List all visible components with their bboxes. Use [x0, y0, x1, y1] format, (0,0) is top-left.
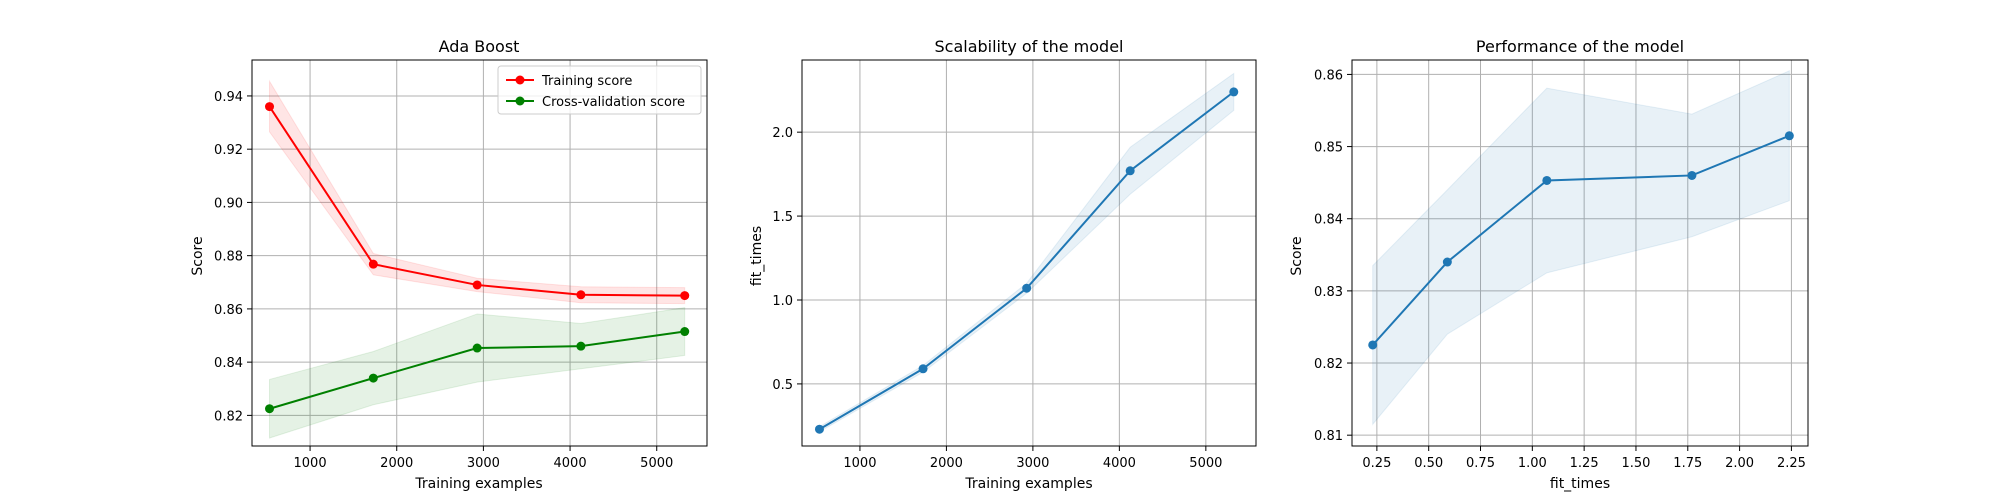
y-tick-label: 0.90: [214, 196, 243, 211]
panel-title: Performance of the model: [1476, 37, 1684, 56]
x-tick-label: 1.50: [1621, 456, 1650, 471]
grid: [252, 60, 707, 446]
x-tick-label: 2000: [380, 456, 413, 471]
std-band: [269, 79, 686, 305]
y-tick-label: 0.85: [1314, 141, 1343, 156]
data-point: [1368, 340, 1378, 350]
x-tick-label: 5000: [1189, 456, 1222, 471]
legend-marker: [515, 75, 525, 85]
x-tick-label: 1000: [294, 456, 327, 471]
y-tick-label: 0.5: [772, 378, 793, 393]
legend-label: Cross-validation score: [542, 95, 685, 110]
data-point: [680, 291, 690, 301]
data-point: [576, 341, 586, 351]
std-band: [269, 306, 686, 439]
y-tick-label: 0.83: [1314, 285, 1343, 300]
x-tick-label: 1.00: [1518, 456, 1547, 471]
y-tick-label: 0.84: [1314, 213, 1343, 228]
data-point: [918, 364, 928, 374]
series-training-score: [265, 79, 690, 305]
series-fit-times: [1368, 70, 1794, 426]
y-axis-label: Score: [1289, 236, 1305, 275]
y-tick-label: 2.0: [772, 126, 793, 141]
x-tick-label: 2.00: [1725, 456, 1754, 471]
x-tick-label: 4000: [554, 456, 587, 471]
series-cross-validation-score: [265, 306, 690, 439]
grid: [1352, 60, 1808, 446]
x-tick-label: 0.25: [1362, 456, 1391, 471]
y-tick-label: 0.81: [1314, 429, 1343, 444]
y-tick-label: 1.5: [772, 210, 793, 225]
data-point: [472, 343, 482, 353]
x-tick-label: 2.25: [1777, 456, 1806, 471]
data-point: [265, 102, 275, 112]
data-point: [680, 327, 690, 337]
data-point: [368, 259, 378, 269]
x-tick-label: 5000: [640, 456, 673, 471]
y-tick-label: 0.82: [1314, 357, 1343, 372]
data-point: [814, 424, 824, 434]
y-axis-label: Score: [190, 236, 206, 275]
y-axis-label: fit_times: [749, 226, 765, 286]
y-tick-label: 0.92: [214, 143, 243, 158]
legend-marker: [515, 96, 525, 106]
y-tick-label: 0.86: [1314, 68, 1343, 83]
data-point: [472, 280, 482, 290]
x-axis: 1000 2000 3000 4000 5000: [843, 446, 1222, 471]
x-tick-label: 0.75: [1466, 456, 1495, 471]
legend: Training score Cross-validation score: [497, 65, 702, 115]
plot-frame: [801, 59, 1257, 447]
x-axis: 0.25 0.50 0.75 1.00 1.25 1.50 1.75 2.00 2.25: [1362, 446, 1806, 471]
series-fit-times: [814, 72, 1239, 434]
data-point: [1784, 131, 1794, 141]
x-axis: 1000 2000 3000 4000 5000: [294, 446, 673, 471]
x-axis-label: Training examples: [414, 476, 542, 492]
plot-frame: [251, 59, 708, 447]
x-tick-label: 3000: [1016, 456, 1049, 471]
y-axis: 0.5 1.0 1.5 2.0: [772, 126, 802, 393]
std-band: [1372, 70, 1790, 426]
data-point: [1687, 170, 1697, 180]
x-tick-label: 3000: [467, 456, 500, 471]
data-point: [1022, 283, 1032, 293]
x-axis-label: fit_times: [1550, 476, 1610, 492]
plot-frame: [1351, 59, 1809, 447]
std-band: [818, 72, 1235, 433]
x-tick-label: 1.25: [1570, 456, 1599, 471]
x-tick-label: 0.50: [1414, 456, 1443, 471]
data-point: [265, 404, 275, 414]
y-axis: 0.82 0.84 0.86 0.88 0.90 0.92 0.94: [214, 90, 252, 424]
panel-title: Ada Boost: [439, 37, 520, 56]
data-point: [1442, 257, 1452, 267]
data-point: [1229, 87, 1239, 97]
y-tick-label: 0.82: [214, 409, 243, 424]
data-point: [1125, 166, 1135, 176]
panel-ada-boost: Ada Boost Training examples Score 1000 20…: [190, 37, 708, 492]
legend-box: [497, 65, 702, 115]
grid: [802, 60, 1256, 446]
y-tick-label: 0.88: [214, 250, 243, 265]
y-tick-label: 0.86: [214, 303, 243, 318]
data-point: [576, 290, 586, 300]
x-axis-label: Training examples: [964, 476, 1092, 492]
legend-label: Training score: [541, 74, 632, 89]
series-line: [268, 106, 685, 297]
y-tick-label: 0.94: [214, 90, 243, 105]
panel-performance: Performance of the model fit_times Score…: [1289, 37, 1809, 492]
data-point: [1542, 175, 1552, 185]
x-tick-label: 2000: [930, 456, 963, 471]
y-tick-label: 0.84: [214, 356, 243, 371]
data-point: [368, 373, 378, 383]
x-tick-label: 1.75: [1673, 456, 1702, 471]
panel-scalability: Scalability of the model Training exampl…: [749, 37, 1257, 492]
y-tick-label: 1.0: [772, 294, 793, 309]
panel-title: Scalability of the model: [935, 37, 1124, 56]
x-tick-label: 1000: [843, 456, 876, 471]
y-axis: 0.81 0.82 0.83 0.84 0.85 0.86: [1314, 68, 1352, 444]
x-tick-label: 4000: [1103, 456, 1136, 471]
